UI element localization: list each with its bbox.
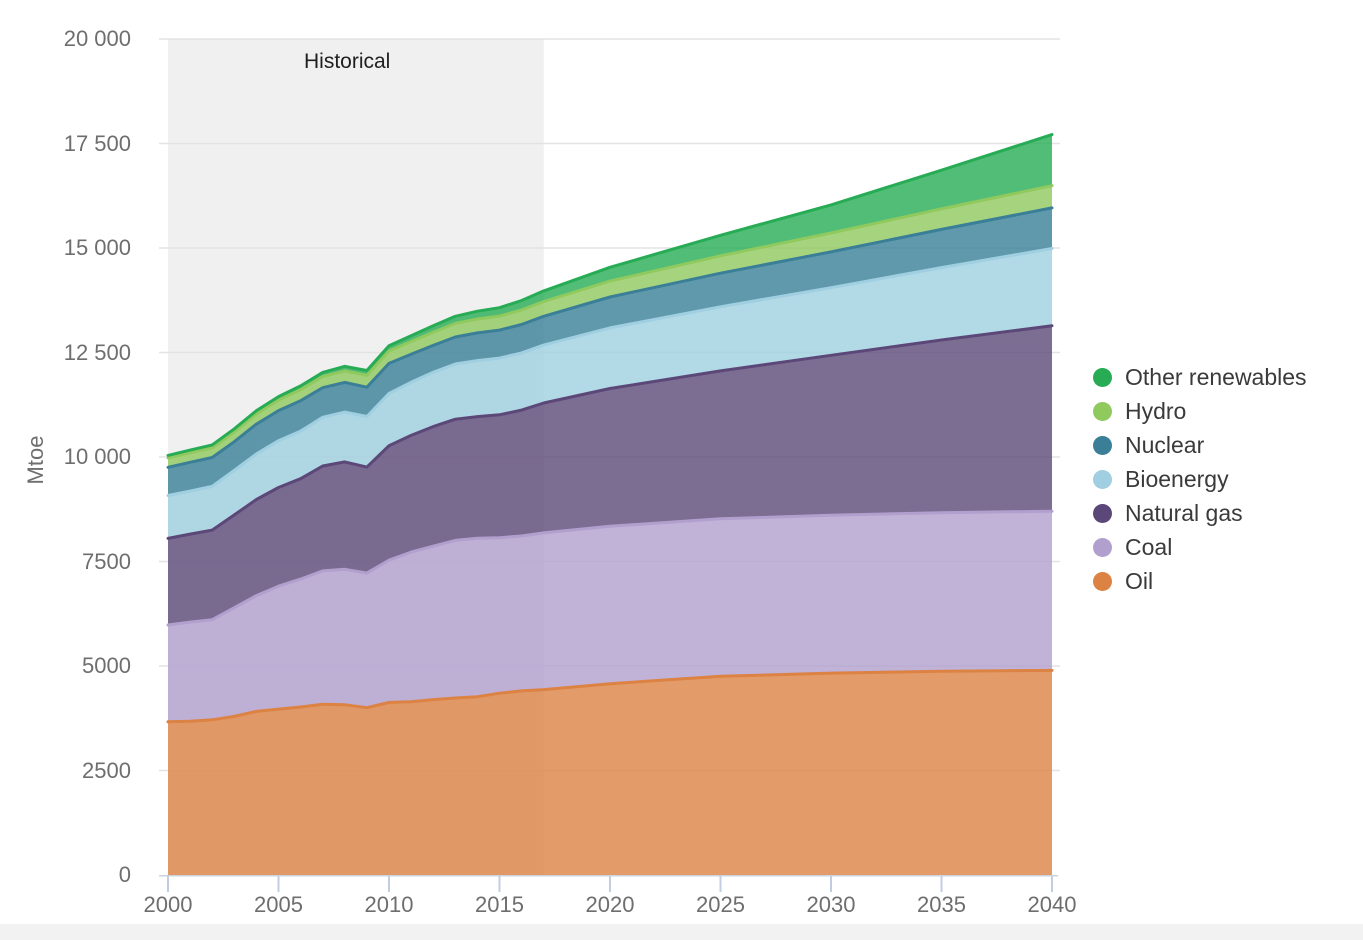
x-tick-label-2040: 2040	[1027, 892, 1077, 917]
legend-label: Bioenergy	[1125, 466, 1229, 492]
legend-label: Natural gas	[1125, 500, 1243, 526]
chart-legend: Other renewables Hydro Nuclear Bioenergy Nat…	[1093, 366, 1307, 604]
x-tick-label-2030: 2030	[806, 892, 856, 917]
legend-item-bioenergy[interactable]: Bioenergy	[1093, 466, 1307, 492]
legend-item-oil[interactable]: Oil	[1093, 568, 1307, 594]
y-tick-label-0: 0	[118, 862, 131, 887]
legend-swatch-nuclear	[1093, 435, 1112, 455]
legend-swatch-natural-gas	[1093, 503, 1112, 523]
legend-swatch-hydro	[1093, 401, 1112, 421]
area-bioenergy[interactable]	[168, 248, 1052, 539]
series-line-bioenergy	[166, 247, 1054, 497]
series-line-other-renewables	[166, 133, 1054, 457]
area-coal[interactable]	[168, 511, 1052, 722]
y-tick-label-17500: 17 500	[63, 130, 131, 156]
legend-label: Nuclear	[1125, 432, 1205, 458]
x-tick-label-2000: 2000	[143, 892, 193, 917]
legend-label: Hydro	[1125, 398, 1187, 424]
area-other-renewables[interactable]	[168, 134, 1052, 458]
historical-region-label: Historical	[304, 50, 391, 73]
y-tick-label-7500: 7500	[82, 548, 131, 574]
legend-swatch-bioenergy	[1093, 469, 1112, 489]
legend-swatch-other-renewables	[1093, 367, 1112, 387]
legend-item-other-renewables[interactable]: Other renewables	[1093, 364, 1307, 390]
x-tick-label-2035: 2035	[917, 892, 966, 917]
y-tick-label-20000: 20 000	[63, 26, 131, 51]
x-tick-label-2015: 2015	[475, 892, 524, 917]
legend-item-natural-gas[interactable]: Natural gas	[1093, 500, 1307, 526]
legend-item-coal[interactable]: Coal	[1093, 534, 1307, 560]
x-tick-label-2010: 2010	[364, 892, 414, 917]
area-hydro[interactable]	[168, 185, 1052, 468]
y-tick-label-2500: 2500	[82, 757, 131, 783]
series-line-natural-gas	[166, 324, 1054, 540]
page-footer-strip	[0, 924, 1363, 940]
legend-swatch-coal	[1093, 537, 1112, 557]
y-tick-label-10000: 10 000	[63, 444, 131, 469]
area-nuclear[interactable]	[168, 207, 1052, 496]
legend-label: Coal	[1125, 534, 1173, 560]
y-tick-label-12500: 12 500	[63, 339, 131, 365]
series-line-hydro	[166, 184, 1054, 460]
series-line-oil	[166, 668, 1054, 724]
legend-label: Oil	[1125, 568, 1154, 594]
x-tick-label-2020: 2020	[585, 892, 635, 917]
legend-item-hydro[interactable]: Hydro	[1093, 398, 1307, 424]
series-line-nuclear	[166, 206, 1054, 469]
x-tick-label-2005: 2005	[254, 892, 303, 917]
area-oil[interactable]	[168, 670, 1052, 875]
y-tick-label-15000: 15 000	[63, 235, 131, 260]
legend-label: Other renewables	[1125, 364, 1307, 390]
legend-swatch-oil	[1093, 571, 1112, 591]
area-natural-gas[interactable]	[168, 325, 1052, 625]
y-tick-label-5000: 5000	[82, 653, 131, 678]
x-tick-label-2025: 2025	[696, 892, 745, 917]
legend-item-nuclear[interactable]: Nuclear	[1093, 432, 1307, 458]
series-line-coal	[166, 509, 1054, 627]
